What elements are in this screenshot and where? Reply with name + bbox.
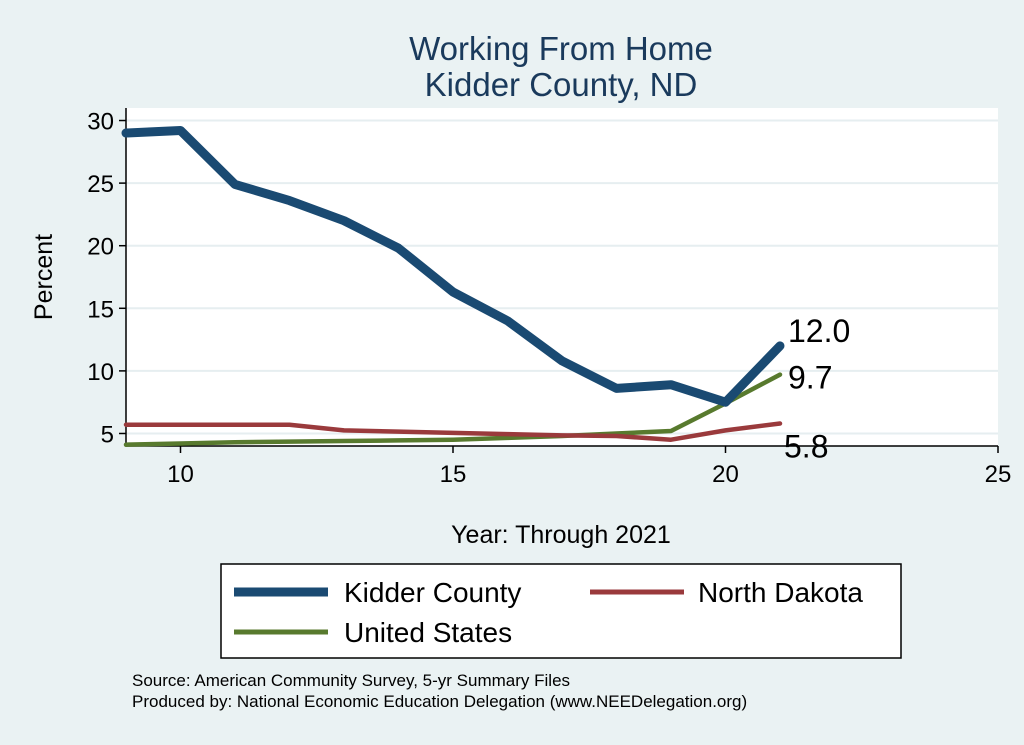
- plot-area: [126, 108, 998, 446]
- series-line-north-dakota: [123, 421, 783, 442]
- end-label-kidder-county: 12.0: [788, 313, 850, 349]
- end-label-united-states: 9.7: [788, 360, 832, 396]
- axes: 5 10 15 20 25 30 10 15 20 25: [87, 108, 1011, 488]
- gridlines: [126, 119, 998, 435]
- source-line: Source: American Community Survey, 5-yr …: [132, 671, 571, 690]
- series-line-kidder-county: [121, 126, 785, 407]
- x-tick-label: 25: [985, 461, 1012, 488]
- chart-title-line1: Working From Home: [409, 30, 713, 67]
- y-tick-label: 10: [87, 359, 114, 386]
- y-axis-label: Percent: [30, 234, 58, 320]
- x-tick-label: 20: [712, 461, 739, 488]
- legend-label-north-dakota: North Dakota: [698, 577, 863, 608]
- legend-label-kidder-county: Kidder County: [344, 577, 521, 608]
- x-tick-label: 15: [440, 461, 467, 488]
- legend-label-united-states: United States: [344, 617, 512, 648]
- y-tick-label: 5: [101, 421, 114, 448]
- series-lines: [121, 126, 785, 447]
- y-tick-label: 25: [87, 171, 114, 198]
- y-tick-label: 15: [87, 296, 114, 323]
- source-notes: Source: American Community Survey, 5-yr …: [132, 670, 747, 712]
- y-tick-label: 30: [87, 109, 114, 136]
- end-label-north-dakota: 5.8: [784, 428, 828, 464]
- series-line-united-states: [123, 372, 783, 447]
- end-labels: 12.0 5.8 9.7: [784, 313, 850, 465]
- produced-by-line: Produced by: National Economic Education…: [132, 692, 748, 711]
- x-tick-label: 10: [167, 461, 194, 488]
- x-axis-label: Year: Through 2021: [451, 521, 671, 549]
- legend: Kidder County North Dakota United States: [220, 563, 902, 659]
- y-tick-label: 20: [87, 234, 114, 261]
- legend-box: [220, 563, 902, 659]
- chart-title-line2: Kidder County, ND: [425, 66, 698, 103]
